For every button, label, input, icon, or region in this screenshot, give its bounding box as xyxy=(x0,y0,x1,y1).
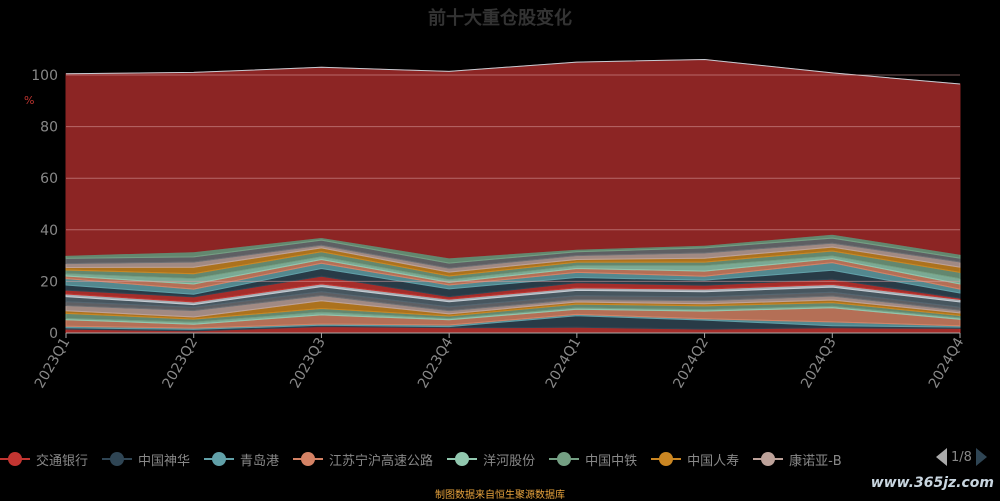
chart-title: 前十大重仓股变化 xyxy=(428,8,572,29)
x-tick-label: 2024Q4 xyxy=(926,335,968,391)
x-tick-label: 2023Q4 xyxy=(415,335,457,391)
y-tick-label: 60 xyxy=(40,171,58,187)
x-tick-label: 2024Q2 xyxy=(670,335,712,391)
x-tick-label: 2024Q3 xyxy=(798,335,840,391)
watermark: www.365jz.com xyxy=(870,475,994,491)
legend-label: 洋河股份 xyxy=(483,453,536,469)
y-axis-label: % xyxy=(24,94,34,107)
legend-marker-icon xyxy=(753,452,784,466)
y-tick-label: 100 xyxy=(31,68,58,84)
legend-label: 青岛港 xyxy=(240,453,280,469)
legend-label: 中国中铁 xyxy=(585,453,638,469)
legend-item[interactable]: 青岛港 xyxy=(204,450,279,469)
y-tick-label: 20 xyxy=(40,274,58,290)
x-tick-label: 2024Q1 xyxy=(543,335,585,391)
legend-item[interactable]: 中国中铁 xyxy=(549,450,637,469)
next-page-icon[interactable] xyxy=(975,448,987,466)
legend-marker-icon xyxy=(293,452,324,466)
prev-page-icon[interactable] xyxy=(936,448,947,466)
legend-label: 康诺亚-B xyxy=(789,453,842,469)
series-area-22[interactable] xyxy=(65,58,961,85)
source-note: 制图数据来自恒生聚源数据库 xyxy=(435,490,565,501)
legend-label: 交通银行 xyxy=(36,453,89,469)
legend-item[interactable]: 江苏宁沪高速公路 xyxy=(293,450,433,469)
legend-label: 江苏宁沪高速公路 xyxy=(329,453,434,469)
y-tick-label: 80 xyxy=(40,120,58,136)
legend-marker-icon xyxy=(0,452,30,466)
legend-marker-icon xyxy=(651,452,682,466)
legend-marker-icon xyxy=(447,452,478,466)
y-tick-label: 0 xyxy=(49,326,58,342)
area-chart: 0 20 40 60 80 100 2023Q1 2023Q2 2023Q3 2023Q4 2024… xyxy=(24,58,968,391)
legend-item[interactable]: 康诺亚-B xyxy=(753,450,842,469)
legend-marker-icon xyxy=(102,452,133,466)
legend-label: 中国神华 xyxy=(138,453,191,469)
x-tick-label: 2023Q2 xyxy=(160,335,202,391)
x-tick-label: 2023Q3 xyxy=(287,335,329,391)
legend: 交通银行 中国神华 青岛港 江苏宁沪高速公路 洋河股份 中国中铁 中国人寿 康诺亚-B xyxy=(0,446,856,472)
legend-marker-icon xyxy=(204,452,235,466)
legend-item[interactable]: 交通银行 xyxy=(0,450,88,469)
legend-item[interactable]: 中国神华 xyxy=(102,450,190,469)
y-tick-label: 40 xyxy=(40,223,58,239)
series-areas[interactable] xyxy=(65,58,961,334)
series-area-21[interactable] xyxy=(65,58,961,259)
legend-label: 中国人寿 xyxy=(687,453,740,469)
pager-text: 1/8 xyxy=(951,449,972,465)
legend-pager: 1/8 xyxy=(936,448,987,466)
legend-marker-icon xyxy=(549,452,580,466)
x-tick-label: 2023Q1 xyxy=(32,335,74,391)
legend-item[interactable]: 洋河股份 xyxy=(447,450,535,469)
legend-item[interactable]: 中国人寿 xyxy=(651,450,739,469)
